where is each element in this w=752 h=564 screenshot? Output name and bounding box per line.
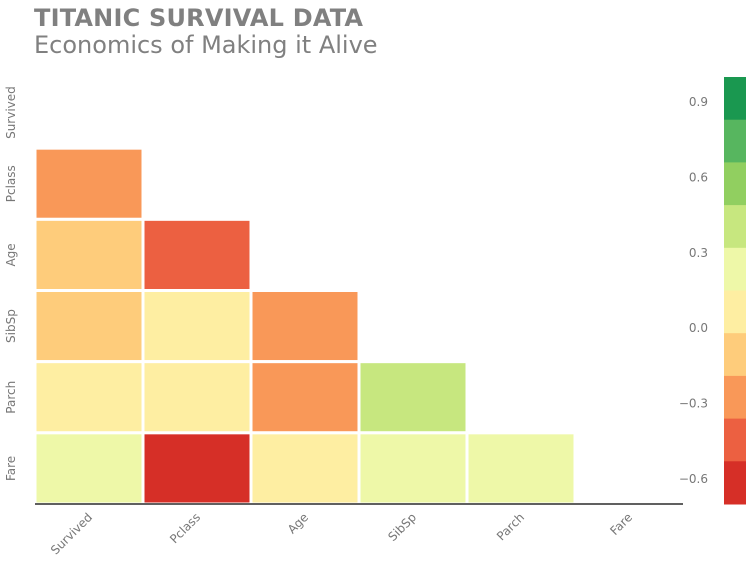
heatmap-cell-fare-survived	[33, 431, 145, 506]
heatmap-cell-parch-pclass	[141, 360, 253, 435]
x-tick-label-parch: Parch	[494, 510, 527, 543]
x-tick-label-survived: Survived	[48, 510, 95, 557]
heatmap-cell-pclass-survived	[33, 146, 145, 221]
heatmap-cell-parch-age	[249, 360, 361, 435]
heatmap-cell-fare-pclass	[141, 431, 253, 506]
heatmap-cell-sibsp-pclass	[141, 289, 253, 364]
colorbar-tick-label: −0.3	[679, 397, 708, 411]
colorbar-tick-label: 0.0	[689, 321, 708, 335]
heatmap-cell-sibsp-survived	[33, 289, 145, 364]
x-tick-label-age: Age	[285, 510, 311, 536]
y-tick-label-parch: Parch	[4, 381, 18, 414]
colorbar-segment	[724, 205, 746, 249]
colorbar-segment	[724, 333, 746, 377]
colorbar-segment	[724, 119, 746, 163]
colorbar-segment	[724, 375, 746, 420]
colorbar-segment	[724, 418, 746, 462]
colorbar-tick-label: −0.6	[679, 472, 708, 486]
heatmap-cell-age-survived	[33, 217, 145, 292]
chart-title: TITANIC SURVIVAL DATA	[34, 4, 364, 32]
colorbar-segment	[724, 247, 746, 291]
colorbar-segment	[724, 461, 746, 505]
y-tick-label-pclass: Pclass	[4, 165, 18, 202]
y-tick-label-sibsp: SibSp	[4, 309, 18, 343]
y-tick-label-fare: Fare	[4, 456, 18, 481]
colorbar-segment	[724, 290, 746, 334]
x-tick-label-fare: Fare	[607, 510, 635, 538]
y-tick-label-age: Age	[4, 243, 18, 266]
heatmap-cell-parch-survived	[33, 360, 145, 435]
heatmap-cell-fare-age	[249, 431, 361, 506]
chart-subtitle: Economics of Making it Alive	[34, 31, 378, 59]
colorbar-segment	[724, 162, 746, 206]
heatmap-cell-parch-sibsp	[357, 360, 469, 435]
y-tick-label-survived: Survived	[4, 86, 18, 139]
colorbar-tick-label: 0.6	[689, 170, 708, 184]
heatmap-cell-fare-parch	[465, 431, 577, 506]
heatmap-cell-age-pclass	[141, 217, 253, 292]
x-tick-label-pclass: Pclass	[167, 510, 203, 546]
colorbar-tick-label: 0.9	[689, 95, 708, 109]
heatmap-cell-fare-sibsp	[357, 431, 469, 506]
x-tick-label-sibsp: SibSp	[385, 510, 419, 544]
colorbar-segment	[724, 77, 746, 121]
heatmap-cell-sibsp-age	[249, 289, 361, 364]
colorbar-tick-label: 0.3	[689, 246, 708, 260]
